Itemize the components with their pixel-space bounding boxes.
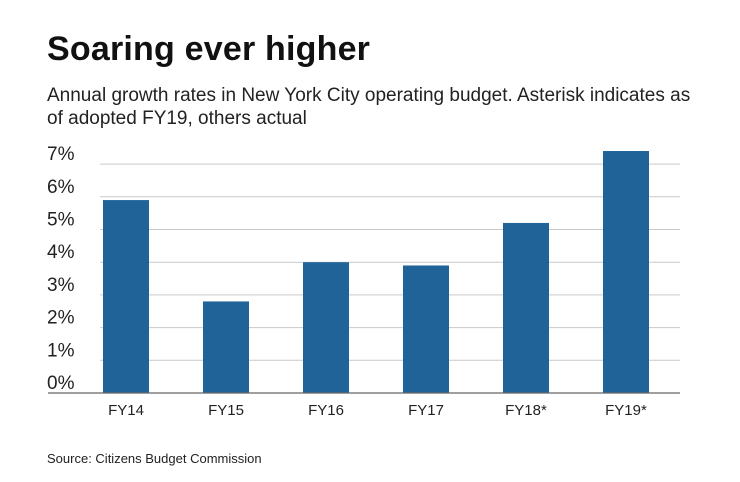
chart-subtitle: Annual growth rates in New York City ope… [47,85,691,129]
bar [203,301,249,393]
y-tick-label: 2% [47,308,75,329]
x-tick-label: FY15 [208,402,244,419]
x-tick-label: FY19* [605,402,647,419]
x-tick-label: FY18* [505,402,547,419]
y-tick-label: 0% [47,373,75,394]
chart-title: Soaring ever higher [47,30,371,68]
bar [303,262,349,393]
bar [103,200,149,393]
x-tick-label: FY17 [408,402,444,419]
y-tick-label: 7% [47,144,75,165]
bar [603,151,649,393]
x-tick-label: FY16 [308,402,344,419]
bar [503,222,549,393]
y-tick-label: 1% [47,340,75,361]
source-note: Source: Citizens Budget Commission [47,451,262,466]
y-tick-label: 3% [47,275,75,296]
y-tick-label: 5% [47,210,75,231]
y-tick-label: 6% [47,177,75,198]
x-tick-label: FY14 [108,402,144,419]
y-tick-label: 4% [47,242,75,263]
bar [403,265,449,393]
